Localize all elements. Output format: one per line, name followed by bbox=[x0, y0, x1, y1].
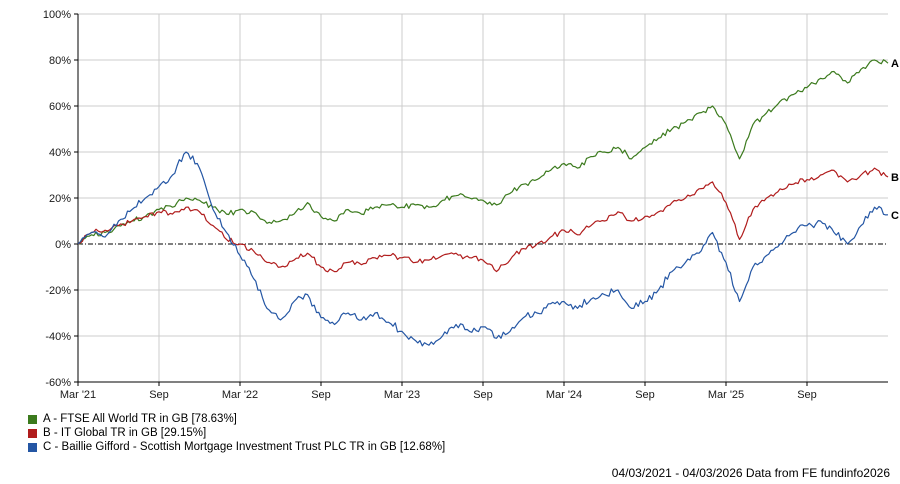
series-line-B bbox=[77, 167, 889, 273]
y-tick-label: 60% bbox=[49, 101, 71, 113]
legend-swatch-B bbox=[28, 428, 37, 438]
legend-swatch-A bbox=[28, 414, 37, 424]
performance-chart: 100% 80% 60% 40% 20% 0% -20% -40% -60%Mar '21 Sep… bbox=[43, 9, 899, 401]
legend-item-B: B - IT Global TR in GB [29.15%] bbox=[28, 426, 445, 440]
x-tick-label: Mar '23 bbox=[384, 389, 420, 401]
series-line-C bbox=[77, 151, 889, 347]
x-tick-label: Sep bbox=[311, 389, 331, 401]
y-tick-label: 20% bbox=[49, 193, 71, 205]
x-tick-label: Mar '24 bbox=[546, 389, 582, 401]
y-tick-label: -60% bbox=[45, 377, 71, 389]
series-end-label-C: C bbox=[891, 210, 899, 222]
y-tick-label: 0% bbox=[55, 239, 71, 251]
x-tick-label: Sep bbox=[473, 389, 493, 401]
y-tick-label: 100% bbox=[43, 9, 71, 21]
series-end-label-B: B bbox=[891, 172, 899, 184]
series-end-label-A: A bbox=[891, 58, 899, 70]
legend-label-B: B - IT Global TR in GB [29.15%] bbox=[43, 427, 207, 439]
chart-legend: A - FTSE All World TR in GB [78.63%] B - … bbox=[28, 412, 445, 454]
legend-label-C: C - Baillie Gifford - Scottish Mortgage … bbox=[43, 441, 446, 453]
y-tick-label: 40% bbox=[49, 147, 71, 159]
x-tick-label: Sep bbox=[797, 389, 817, 401]
x-tick-label: Mar '22 bbox=[222, 389, 258, 401]
legend-swatch-C bbox=[28, 442, 37, 452]
y-tick-label: -20% bbox=[45, 285, 71, 297]
x-tick-label: Sep bbox=[149, 389, 169, 401]
x-tick-label: Mar '25 bbox=[708, 389, 744, 401]
legend-item-A: A - FTSE All World TR in GB [78.63%] bbox=[28, 412, 445, 426]
legend-item-C: C - Baillie Gifford - Scottish Mortgage … bbox=[28, 440, 445, 454]
series-line-A bbox=[77, 59, 889, 245]
legend-label-A: A - FTSE All World TR in GB [78.63%] bbox=[43, 413, 237, 425]
x-tick-label: Mar '21 bbox=[60, 389, 96, 401]
y-tick-label: 80% bbox=[49, 55, 71, 67]
x-tick-label: Sep bbox=[635, 389, 655, 401]
date-range-source-note: 04/03/2021 - 04/03/2026 Data from FE fun… bbox=[611, 466, 890, 480]
y-tick-label: -40% bbox=[45, 331, 71, 343]
